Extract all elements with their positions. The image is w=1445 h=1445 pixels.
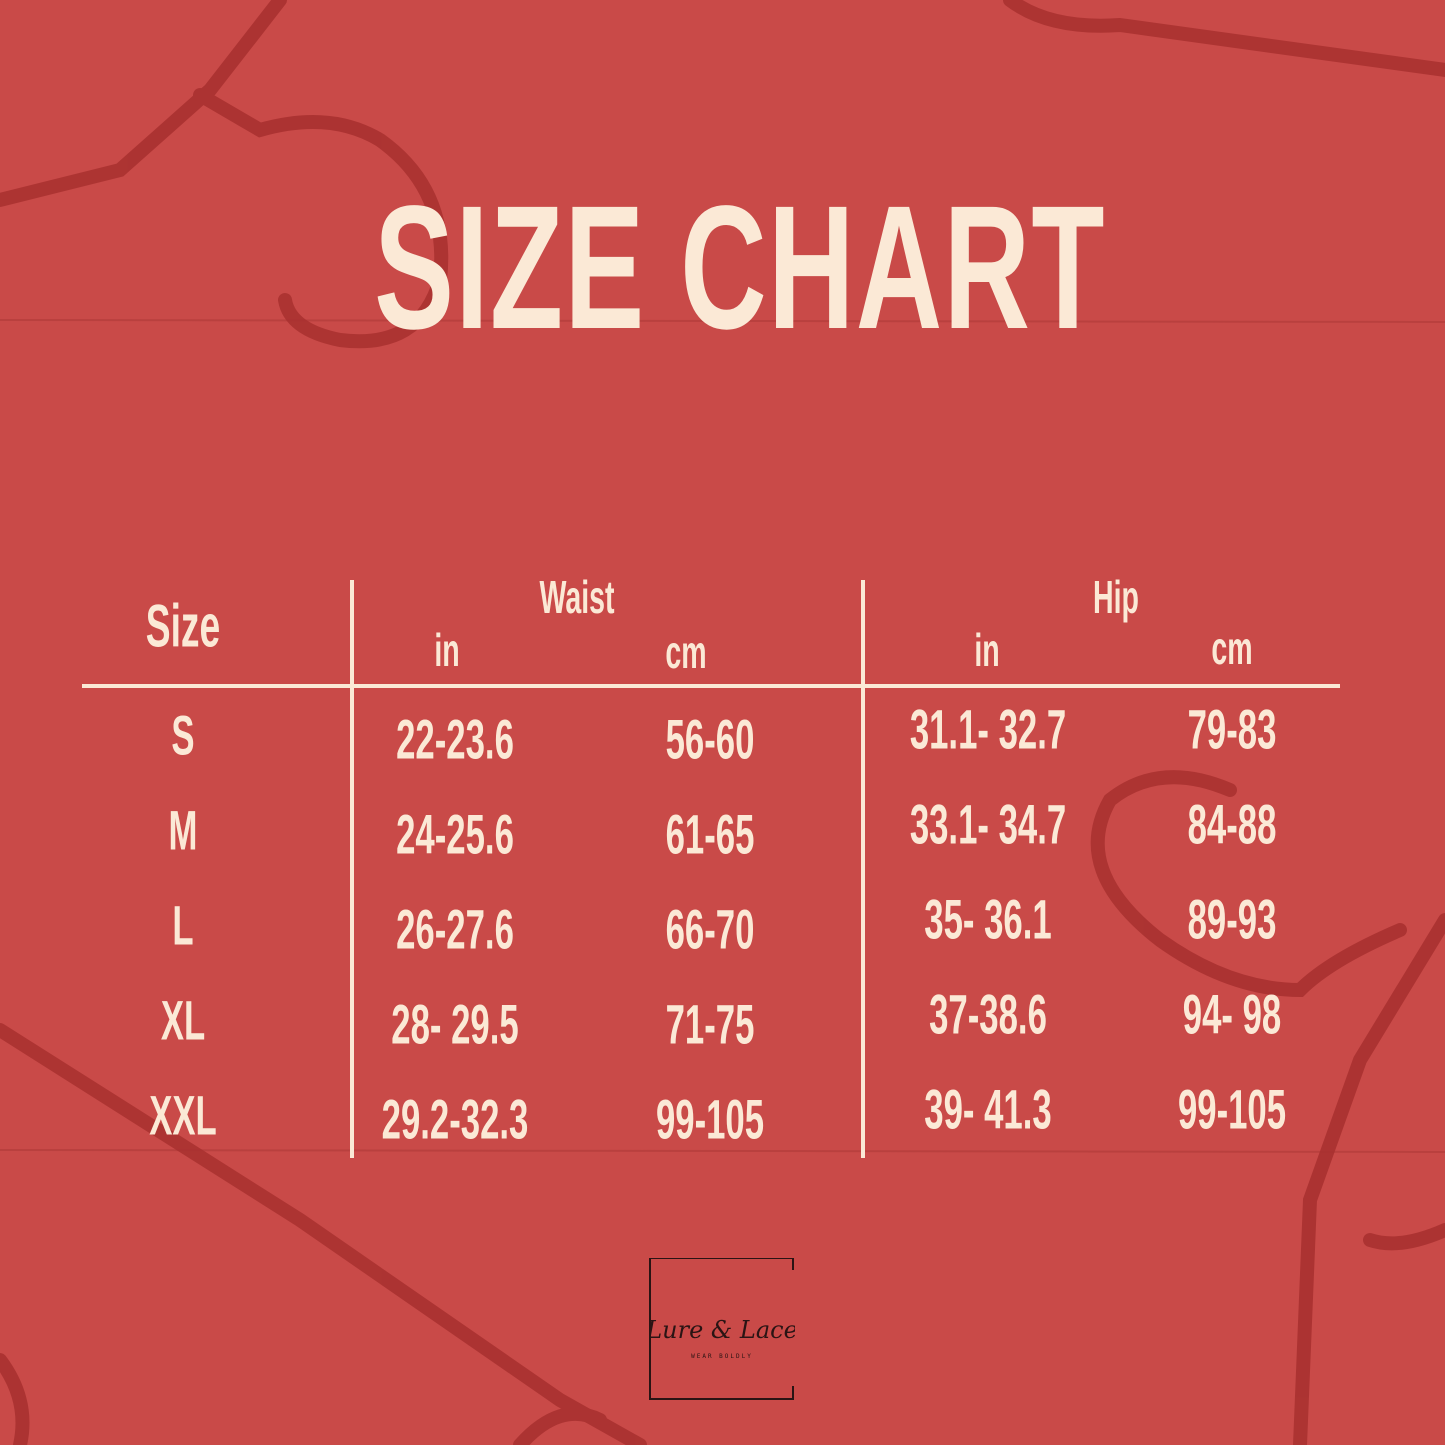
- waist-cm-header: cm: [665, 626, 707, 678]
- hip-cm-cell: 94- 98: [1182, 982, 1282, 1046]
- hip-cm-cell: 84-88: [1187, 792, 1277, 856]
- svg-text:Lure & Lace: Lure & Lace: [649, 1316, 795, 1344]
- waist-cm-cell: 61-65: [665, 802, 755, 866]
- header-divider: [82, 684, 1340, 688]
- hip-header: Hip: [1093, 571, 1139, 623]
- column-divider-waist: [350, 580, 354, 1158]
- svg-text:WEAR BOLDLY: WEAR BOLDLY: [691, 1353, 753, 1360]
- waist-cm-cell: 66-70: [665, 897, 755, 961]
- waist-in-header: in: [434, 624, 460, 676]
- size-cell: XL: [160, 988, 206, 1052]
- waist-in-cell: 24-25.6: [396, 802, 514, 866]
- waist-header: Waist: [539, 571, 615, 623]
- waist-in-cell: 26-27.6: [396, 897, 514, 961]
- brand-logo: Lure & Lace WEAR BOLDLY: [645, 1257, 798, 1400]
- size-header: Size: [145, 592, 221, 660]
- size-cell: XXL: [149, 1083, 217, 1147]
- hip-in-header: in: [974, 624, 1000, 676]
- waist-cm-cell: 71-75: [665, 992, 755, 1056]
- hip-in-cell: 31.1- 32.7: [909, 697, 1067, 761]
- waist-cm-cell: 56-60: [665, 707, 755, 771]
- hip-in-cell: 39- 41.3: [924, 1077, 1052, 1141]
- waist-in-cell: 22-23.6: [396, 707, 514, 771]
- waist-in-cell: 29.2-32.3: [381, 1087, 529, 1151]
- hip-in-cell: 37-38.6: [929, 982, 1047, 1046]
- logo-frame-icon: Lure & Lace WEAR BOLDLY: [645, 1257, 798, 1400]
- hip-cm-header: cm: [1211, 622, 1253, 674]
- size-cell: S: [171, 703, 195, 767]
- page-title: SIZE CHART: [374, 170, 1106, 366]
- hip-cm-cell: 89-93: [1187, 887, 1277, 951]
- hip-cm-cell: 99-105: [1177, 1077, 1287, 1141]
- column-divider-hip: [861, 580, 865, 1158]
- waist-in-cell: 28- 29.5: [391, 992, 519, 1056]
- size-cell: M: [168, 798, 198, 862]
- hip-in-cell: 35- 36.1: [924, 887, 1052, 951]
- hip-in-cell: 33.1- 34.7: [909, 792, 1067, 856]
- hip-cm-cell: 79-83: [1187, 697, 1277, 761]
- waist-cm-cell: 99-105: [655, 1087, 765, 1151]
- size-cell: L: [172, 893, 194, 957]
